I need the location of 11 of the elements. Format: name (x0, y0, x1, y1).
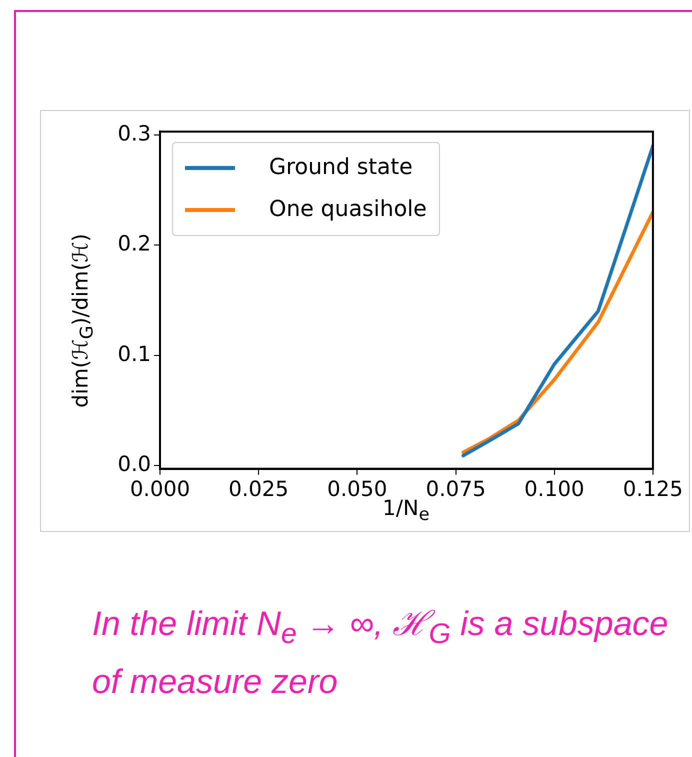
legend-label: One quasihole (269, 197, 427, 222)
y-tick-label: 0.2 (118, 232, 151, 256)
x-tick-label: 0.025 (228, 476, 289, 501)
x-tick-label: 0.125 (622, 476, 684, 501)
legend-label: Ground state (269, 155, 413, 180)
y-tick-label: 0.0 (118, 452, 151, 476)
x-tick-label: 0.100 (524, 476, 584, 501)
x-tick-label: 0.000 (130, 476, 190, 501)
text: In the limit N$_{e}$ → ∞, ℋ$_{G}$ is a subspace of measure zero (92, 605, 668, 701)
y-tick-label: 0.1 (118, 342, 151, 366)
y-tick-label: 0.3 (118, 121, 151, 146)
